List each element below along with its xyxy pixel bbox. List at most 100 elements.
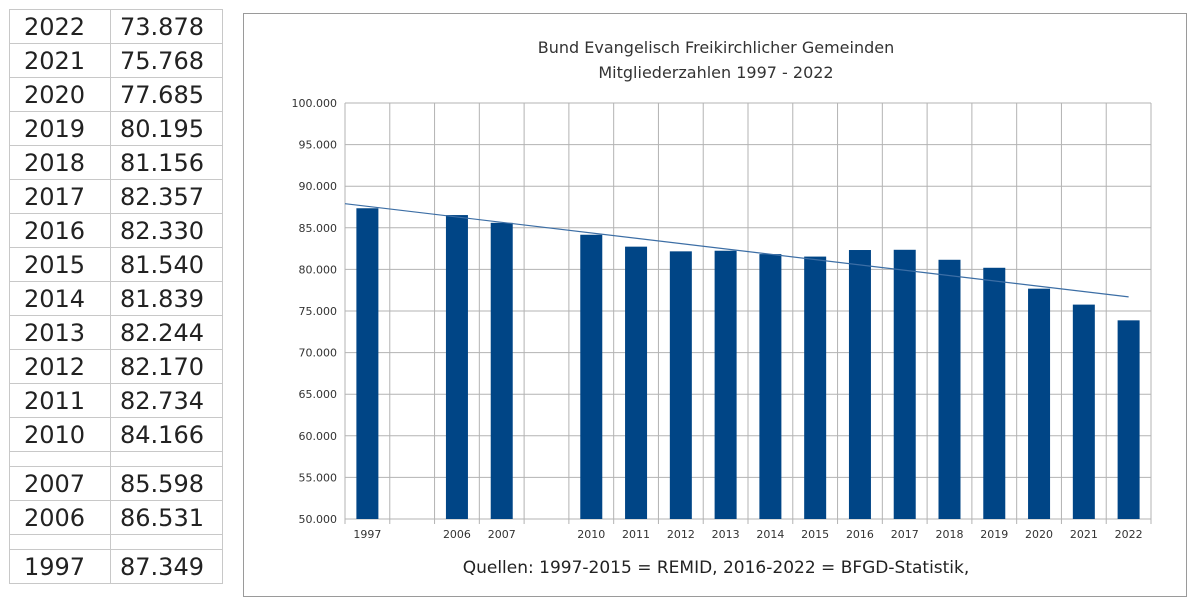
year-cell: 2022 [9,9,111,44]
bar [356,208,379,519]
members-cell: 81.839 [110,281,223,316]
table-row: 2016 82.330 [9,213,223,248]
bar [580,234,603,519]
trend-line [344,203,1129,298]
year-cell: 2020 [9,77,111,112]
table-row: 2006 86.531 [9,500,223,535]
x-tick-label: 2013 [712,528,740,541]
table-row: 2012 82.170 [9,349,223,384]
members-cell: 73.878 [110,9,223,44]
data-table: 2022 73.878 2021 75.768 2020 77.685 2019 80.195… [9,9,223,584]
table-gap-row [9,534,223,550]
y-tick-label: 80.000 [299,263,338,276]
members-cell: 82.357 [110,179,223,214]
members-cell: 82.734 [110,383,223,418]
x-tick-label: 2012 [667,528,695,541]
year-cell: 2010 [9,417,111,452]
members-cell [110,451,223,467]
table-row: 2013 82.244 [9,315,223,350]
source-note: Quellen: 1997-2015 = REMID, 2016-2022 = … [462,558,970,578]
table-row: 2021 75.768 [9,43,223,78]
year-cell: 2018 [9,145,111,180]
year-cell [9,534,111,550]
table-row: 2014 81.839 [9,281,223,316]
y-tick-label: 100.000 [292,97,338,110]
bar [893,249,916,519]
x-tick-label: 2014 [756,528,784,541]
table-row: 2010 84.166 [9,417,223,452]
table-row: 2022 73.878 [9,9,223,44]
bar [804,256,827,519]
members-cell: 85.598 [110,466,223,501]
y-tick-label: 75.000 [299,305,338,318]
x-tick-label: 2022 [1115,528,1143,541]
members-cell: 82.244 [110,315,223,350]
year-cell [9,451,111,467]
chart-title: Bund Evangelisch Freikirchlicher Gemeind… [537,38,895,57]
x-tick-label: 2015 [801,528,829,541]
year-cell: 2006 [9,500,111,535]
table-gap-row [9,451,223,467]
x-tick-label: 2006 [443,528,471,541]
year-cell: 2016 [9,213,111,248]
chart-subtitle: Mitgliederzahlen 1997 - 2022 [598,63,834,82]
y-tick-label: 65.000 [299,388,338,401]
chart-panel: Bund Evangelisch Freikirchlicher Gemeind… [243,13,1187,597]
table-row: 1997 87.349 [9,549,223,584]
members-cell: 80.195 [110,111,223,146]
members-cell: 82.170 [110,349,223,384]
year-cell: 2012 [9,349,111,384]
year-cell: 2013 [9,315,111,350]
x-tick-label: 2017 [891,528,919,541]
bar [759,254,782,519]
members-cell: 81.540 [110,247,223,282]
y-tick-label: 85.000 [299,222,338,235]
x-tick-label: 2010 [577,528,605,541]
bar [938,259,961,519]
members-cell: 75.768 [110,43,223,78]
table-row: 2015 81.540 [9,247,223,282]
bar [625,246,648,519]
year-cell: 2011 [9,383,111,418]
bar [1072,304,1095,519]
bar [983,267,1006,519]
table-row: 2017 82.357 [9,179,223,214]
members-cell: 82.330 [110,213,223,248]
table-row: 2020 77.685 [9,77,223,112]
y-tick-label: 55.000 [299,471,338,484]
y-tick-label: 90.000 [299,180,338,193]
x-tick-label: 2021 [1070,528,1098,541]
members-cell: 86.531 [110,500,223,535]
members-cell: 87.349 [110,549,223,584]
x-tick-label: 2019 [980,528,1008,541]
year-cell: 2017 [9,179,111,214]
y-tick-label: 50.000 [299,513,338,526]
table-row: 2019 80.195 [9,111,223,146]
y-tick-label: 70.000 [299,347,338,360]
x-tick-label: 2007 [488,528,516,541]
table-row: 2011 82.734 [9,383,223,418]
bar-chart: 50.000 55.000 60.000 65.000 70.000 75.000 80.0… [292,97,1152,541]
y-tick-label: 60.000 [299,430,338,443]
bar [1117,320,1140,519]
x-tick-label: 2016 [846,528,874,541]
x-tick-label: 2011 [622,528,650,541]
members-cell: 81.156 [110,145,223,180]
bar [848,250,871,519]
year-cell: 2007 [9,466,111,501]
year-cell: 2021 [9,43,111,78]
x-tick-label: 1997 [353,528,381,541]
bar [714,250,737,519]
year-cell: 1997 [9,549,111,584]
bar [669,251,692,520]
x-tick-label: 2018 [936,528,964,541]
bar [1028,288,1051,519]
year-cell: 2015 [9,247,111,282]
bar [445,215,468,519]
members-cell [110,534,223,550]
x-tick-label: 2020 [1025,528,1053,541]
members-cell: 84.166 [110,417,223,452]
table-row: 2007 85.598 [9,466,223,501]
table-row: 2018 81.156 [9,145,223,180]
year-cell: 2014 [9,281,111,316]
